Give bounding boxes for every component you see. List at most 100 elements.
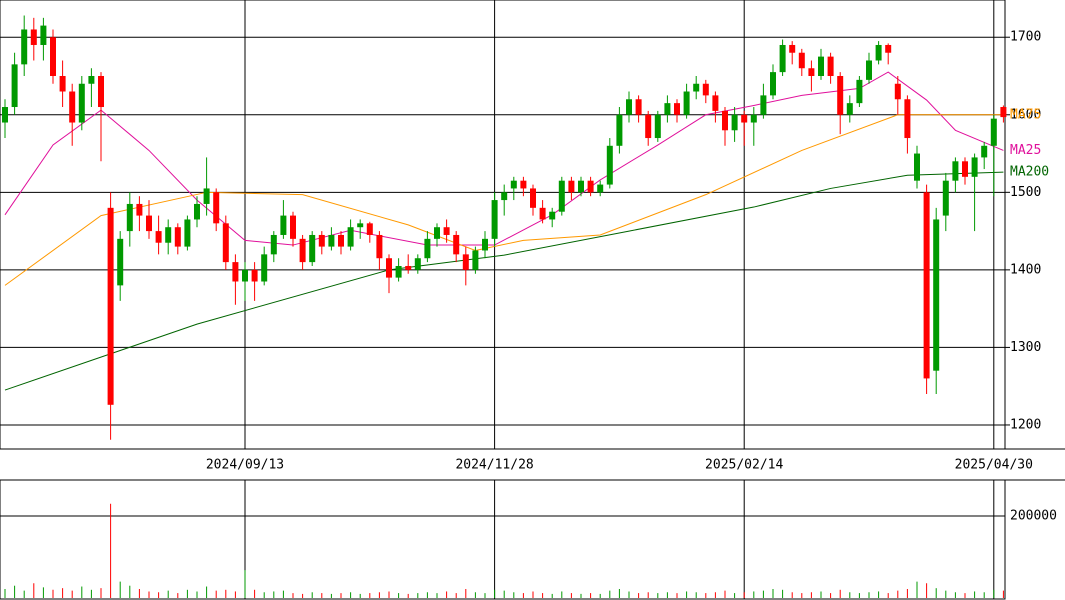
candle-body xyxy=(501,192,508,201)
candle-body xyxy=(990,118,997,146)
ma-line xyxy=(4,114,1004,286)
y-tick-label: 1500 xyxy=(1010,185,1041,200)
candle-body xyxy=(395,265,402,278)
candle-body xyxy=(750,114,757,123)
candle-body xyxy=(184,219,191,247)
candle-body xyxy=(520,180,527,189)
candle-body xyxy=(174,227,181,247)
candle-body xyxy=(165,227,172,243)
y-tick-label: 1200 xyxy=(1010,417,1041,432)
candle-body xyxy=(203,188,210,204)
candle-body xyxy=(366,223,373,235)
y-tick-label: 1400 xyxy=(1010,262,1041,277)
candle-body xyxy=(462,254,469,270)
candle-body xyxy=(962,161,968,177)
candle-body xyxy=(232,262,239,282)
candle-body xyxy=(530,188,536,208)
candle-body xyxy=(702,83,709,96)
candle-body xyxy=(760,95,767,115)
candle-body xyxy=(88,75,95,84)
candle-body xyxy=(434,227,440,239)
candle-body xyxy=(222,223,229,263)
candle-body xyxy=(827,56,834,76)
candle-body xyxy=(2,107,8,123)
candle-body xyxy=(837,75,844,115)
x-tick-label: 2024/11/28 xyxy=(455,458,533,473)
candle-body xyxy=(155,231,162,243)
candle-body xyxy=(69,91,76,123)
candle-body xyxy=(933,219,940,371)
candle-body xyxy=(664,103,671,115)
candle-body xyxy=(971,157,978,177)
y-tick-label: 1300 xyxy=(1010,340,1041,355)
candle-body xyxy=(818,56,824,76)
candle-body xyxy=(606,145,613,185)
candle-body xyxy=(808,68,815,76)
candle-body xyxy=(846,103,853,115)
candle-body xyxy=(770,72,776,96)
candle-body xyxy=(510,180,517,189)
candle-body xyxy=(213,192,220,224)
y-tick-label: 1700 xyxy=(1010,30,1041,45)
candle-body xyxy=(251,269,258,282)
candle-body xyxy=(539,207,546,220)
candle-body xyxy=(405,265,412,270)
candle-body xyxy=(299,238,306,263)
candle-body xyxy=(741,114,748,123)
candle-body xyxy=(923,192,930,379)
candle-body xyxy=(866,60,872,80)
candle-body xyxy=(414,258,421,270)
y-tick-label: 1600 xyxy=(1010,107,1041,122)
candle-body xyxy=(146,215,152,232)
candle-body xyxy=(357,223,364,228)
candle-body xyxy=(779,44,786,73)
candle-body xyxy=(21,29,28,65)
candle-body xyxy=(376,234,383,259)
candle-body xyxy=(30,29,37,45)
ma-line xyxy=(4,71,1004,246)
candle-body xyxy=(952,161,959,181)
candle-body xyxy=(117,238,124,286)
legend-label: MA200 xyxy=(1010,165,1049,180)
candle-body xyxy=(136,203,143,216)
candle-body xyxy=(626,99,632,115)
candle-body xyxy=(98,75,104,108)
candle-body xyxy=(683,91,690,115)
candle-body xyxy=(40,25,47,45)
candle-body xyxy=(443,227,450,235)
candle-body xyxy=(645,114,652,139)
candle-body xyxy=(491,200,498,239)
candle-body xyxy=(789,44,796,53)
candle-body xyxy=(280,215,287,235)
candle-body xyxy=(578,180,584,193)
candle-body xyxy=(472,250,479,270)
candle-body xyxy=(482,238,488,251)
candle-body xyxy=(654,114,661,139)
candle-body xyxy=(386,258,392,278)
x-tick-label: 2025/04/30 xyxy=(955,458,1033,473)
candle-body xyxy=(674,103,680,115)
candle-body xyxy=(722,110,728,131)
candle-body xyxy=(798,52,805,69)
candle-body xyxy=(587,180,594,193)
candle-body xyxy=(261,254,268,282)
candle-body xyxy=(453,234,460,255)
candle-body xyxy=(568,180,575,193)
candle-body xyxy=(942,180,949,216)
volume-tick-label: 200000 xyxy=(1010,509,1057,524)
candle-body xyxy=(309,234,316,263)
candle-body xyxy=(318,234,325,247)
candle-body xyxy=(338,234,344,247)
candle-body xyxy=(981,145,988,158)
candle-body xyxy=(78,83,85,123)
candle-body xyxy=(242,269,248,282)
legend-label: MA25 xyxy=(1010,143,1041,158)
candle-body xyxy=(50,37,56,76)
candle-body xyxy=(856,79,863,104)
candle-body xyxy=(914,153,920,181)
candle-body xyxy=(712,95,719,111)
candle-body xyxy=(549,211,556,220)
candle-body xyxy=(59,75,66,92)
candle-body xyxy=(270,234,277,255)
